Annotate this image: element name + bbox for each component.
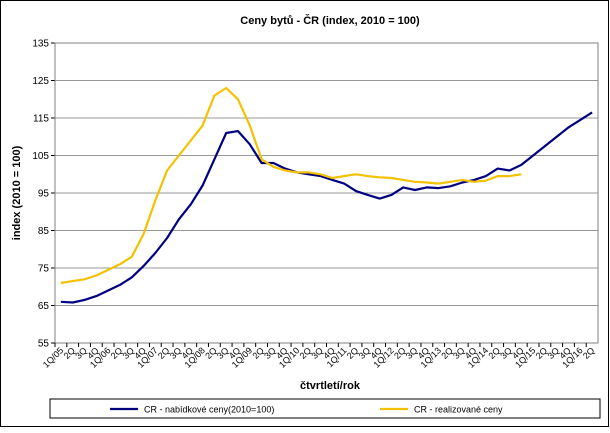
series-line [60, 111, 593, 304]
legend-box [49, 398, 601, 419]
y-tick-label: 125 [32, 76, 49, 87]
y-tick-label: 95 [38, 189, 50, 200]
x-axis-title: čtvrtletí/rok [300, 380, 361, 392]
y-tick-label: 135 [32, 39, 49, 50]
y-tick-label: 115 [33, 114, 49, 125]
y-tick-label: 105 [32, 151, 49, 162]
legend-label: CR - nabídkové ceny(2010=100) [144, 405, 274, 415]
y-tick-label: 55 [38, 339, 50, 350]
series-line [60, 86, 522, 285]
y-tick-label: 85 [38, 226, 50, 237]
y-tick-label: 65 [38, 301, 50, 312]
legend-label: CR - realizované ceny [414, 405, 503, 415]
y-axis-title: index (2010 = 100) [11, 145, 23, 240]
chart-title: Ceny bytů - ČR (index, 2010 = 100) [240, 14, 420, 27]
y-tick-label: 75 [38, 264, 50, 275]
